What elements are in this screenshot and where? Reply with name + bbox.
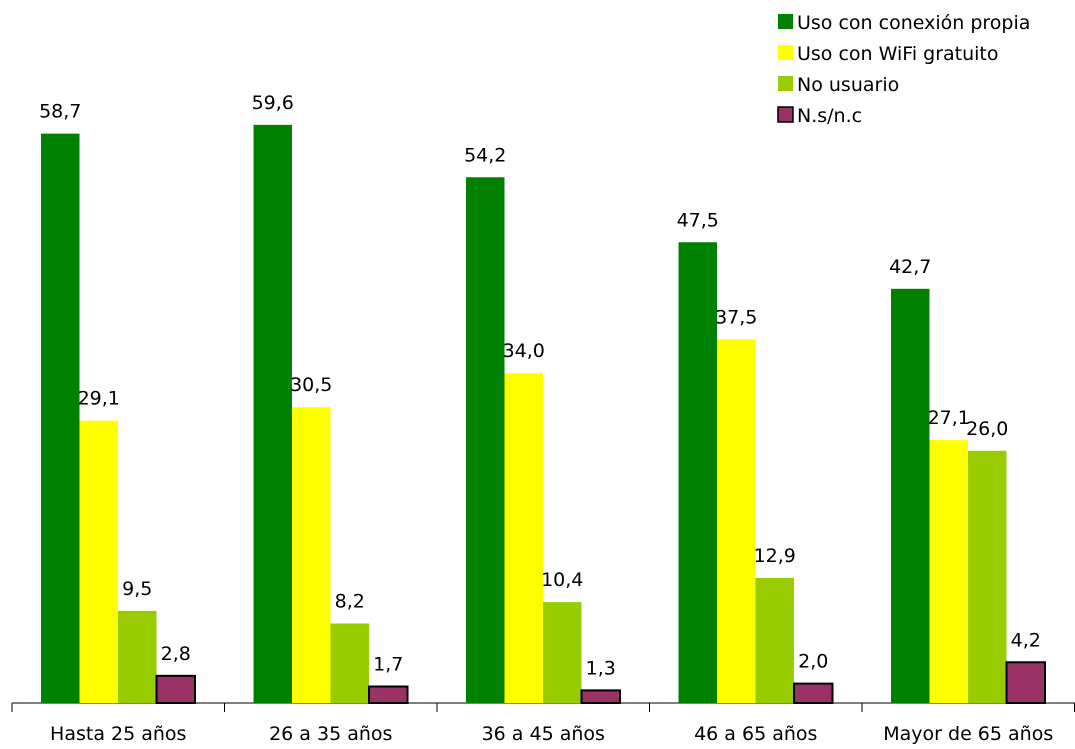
bar-uso-con-wifi-gratuito-mayor-de-65-anos: [929, 440, 968, 703]
bar-no-usuario-36-a-45-anos: [543, 602, 582, 703]
data-label: 10,4: [541, 569, 583, 591]
data-label: 1,3: [586, 657, 616, 679]
bars: [41, 124, 1046, 705]
data-label: 27,1: [928, 407, 970, 429]
bar-uso-con-conexion-propia-mayor-de-65-anos: [891, 288, 930, 703]
bar-n-s-n-c-mayor-de-65-anos: [1005, 661, 1046, 705]
data-label: 30,5: [290, 374, 332, 396]
legend-label-uso-con-conexion-propia: Uso con conexión propia: [797, 12, 1030, 34]
data-label: 29,1: [78, 388, 120, 410]
x-tick-label: 26 a 35 años: [269, 723, 392, 745]
bar-no-usuario-mayor-de-65-anos: [968, 450, 1007, 703]
x-tick-label: Mayor de 65 años: [883, 723, 1053, 745]
bar-uso-con-wifi-gratuito-46-a-65-anos: [717, 339, 756, 703]
bar-no-usuario-hasta-25-anos: [118, 610, 157, 703]
x-axis-ticks: [11, 703, 1075, 712]
bar-no-usuario-26-a-35-anos: [330, 623, 369, 703]
legend-swatch-uso-con-wifi-gratuito: [778, 45, 793, 60]
data-label: 2,0: [798, 651, 828, 673]
bar-n-s-n-c-46-a-65-anos: [793, 682, 834, 704]
bar-uso-con-wifi-gratuito-hasta-25-anos: [79, 420, 118, 703]
x-tick-label: Hasta 25 años: [50, 723, 186, 745]
data-label: 4,2: [1011, 629, 1041, 651]
legend-label-no-usuario: No usuario: [797, 74, 899, 96]
data-label: 1,7: [373, 654, 403, 676]
bar-n-s-n-c-hasta-25-anos: [155, 674, 196, 705]
bar-uso-con-conexion-propia-26-a-35-anos: [253, 124, 292, 703]
x-axis-labels: Hasta 25 años 26 a 35 años 36 a 45 años 46 …: [50, 723, 1053, 745]
data-label: 34,0: [503, 340, 545, 362]
bar-no-usuario-46-a-65-anos: [755, 577, 794, 703]
data-label: 47,5: [677, 209, 719, 231]
data-label: 58,7: [39, 101, 81, 123]
x-tick-label: 36 a 45 años: [482, 723, 605, 745]
data-labels: 58,7 29,1 9,5 2,8 59,6 30,5 8,2 1,7 54,2 34,0 10,4…: [39, 92, 1041, 680]
legend: Uso con conexión propia Uso con WiFi grat…: [777, 12, 1030, 127]
legend-swatch-n-s-n-c: [777, 106, 794, 123]
legend-swatch-no-usuario: [778, 76, 793, 91]
data-label: 8,2: [335, 590, 365, 612]
legend-label-uso-con-wifi-gratuito: Uso con WiFi gratuito: [797, 43, 999, 65]
bar-uso-con-wifi-gratuito-36-a-45-anos: [504, 373, 543, 703]
data-label: 12,9: [754, 545, 796, 567]
data-label: 9,5: [122, 578, 152, 600]
data-label: 37,5: [715, 306, 757, 328]
bar-uso-con-conexion-propia-46-a-65-anos: [678, 242, 717, 703]
legend-swatch-uso-con-conexion-propia: [778, 14, 793, 29]
data-label: 54,2: [464, 144, 506, 166]
data-label: 2,8: [161, 643, 191, 665]
bar-n-s-n-c-26-a-35-anos: [368, 685, 409, 705]
x-tick-label: 46 a 65 años: [694, 723, 817, 745]
data-label: 59,6: [252, 92, 294, 114]
bar-uso-con-wifi-gratuito-26-a-35-anos: [292, 407, 331, 703]
bar-uso-con-conexion-propia-36-a-45-anos: [466, 177, 505, 703]
data-label: 26,0: [966, 418, 1008, 440]
bar-n-s-n-c-36-a-45-anos: [580, 689, 621, 705]
bar-uso-con-conexion-propia-hasta-25-anos: [41, 133, 80, 704]
legend-label-n-s-n-c: N.s/n.c: [797, 105, 862, 127]
data-label: 42,7: [889, 256, 931, 278]
